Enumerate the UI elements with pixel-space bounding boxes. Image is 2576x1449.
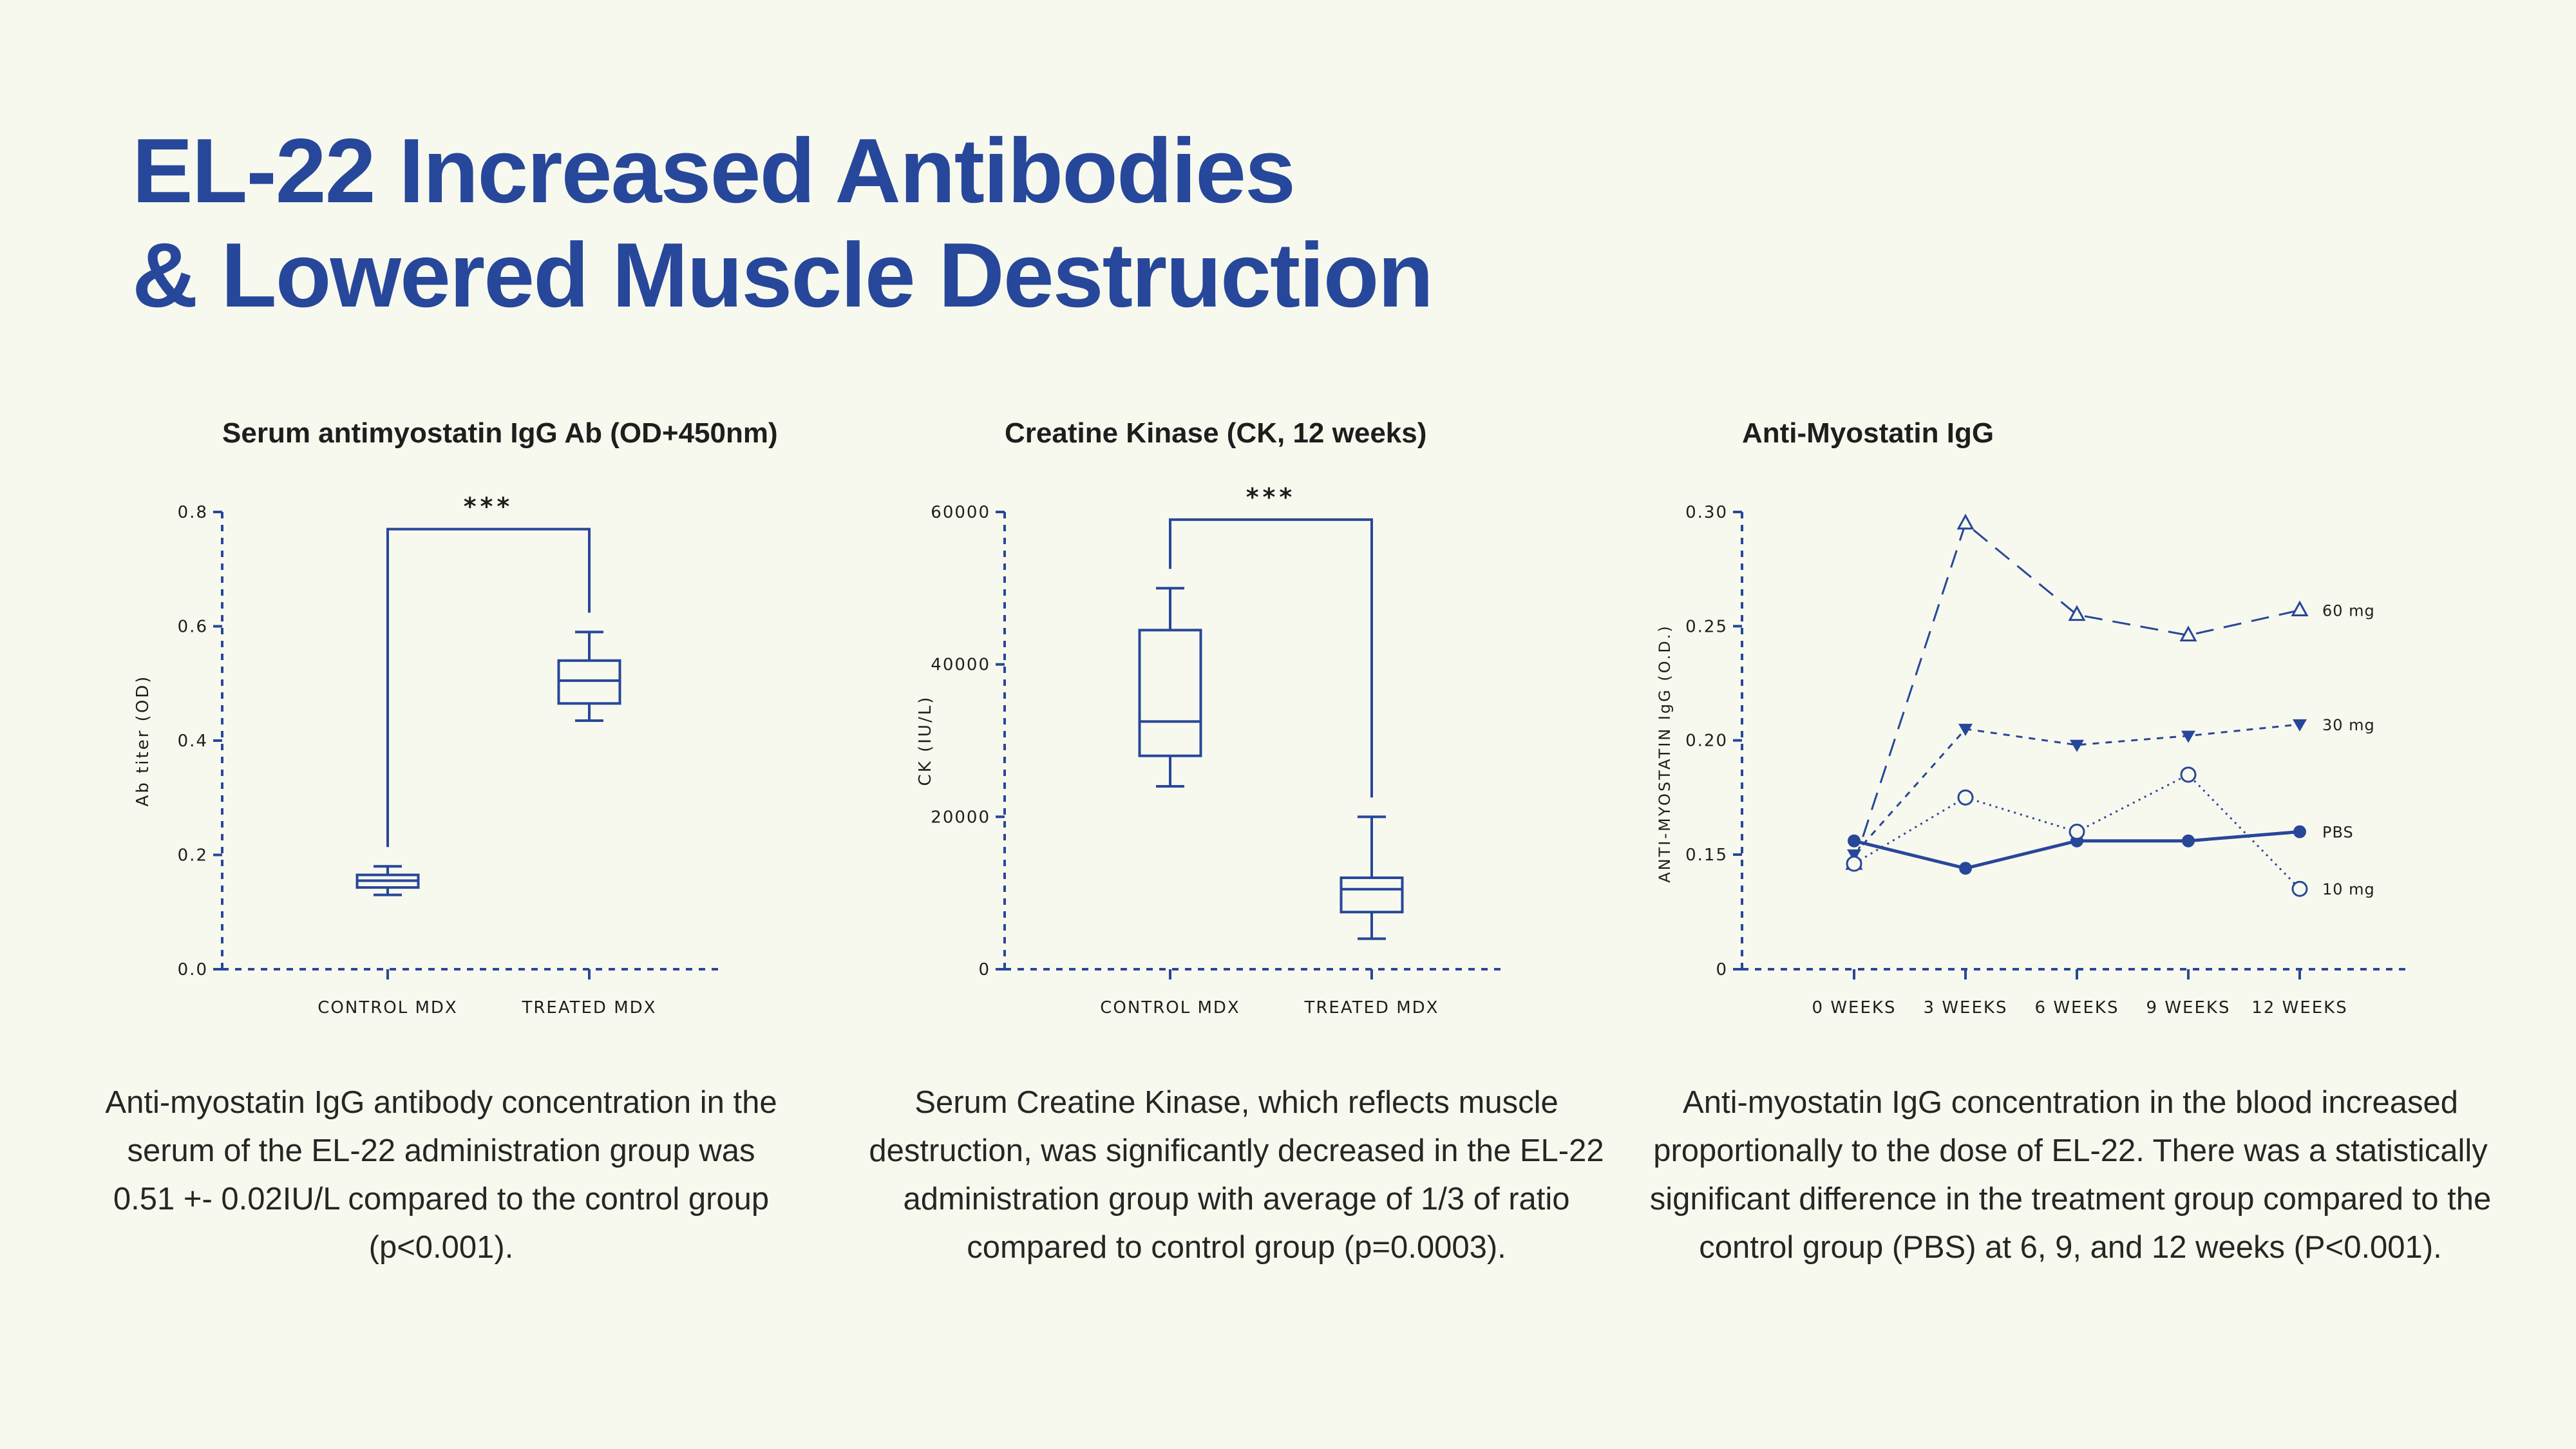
data-point [1956,513,1975,530]
caption-anti-myostatin: Anti-myostatin IgG concentration in the … [1649,1085,2492,1265]
y-tick-label: 0.25 [1685,617,1728,636]
series-10-mg: 10 mg [1846,766,2375,898]
box-iqr [557,659,621,705]
caption-serum-igg: Anti-myostatin IgG antibody concentratio… [105,1085,777,1265]
data-point [2070,739,2084,752]
y-tick-label: 0.30 [1685,503,1728,522]
y-tick-label: 0.8 [178,503,208,522]
box-plot-creatine-kinase: 0 20000 40000 60000 CK (IU/L) CONTROL MDX TREA… [916,483,1501,1018]
data-point [2293,719,2307,732]
line-chart-anti-myostatin: 0 0.15 0.20 0.25 0.30 ANTI-MYOSTATIN IgG (O.D… [1656,503,2412,1018]
y-axis-title: ANTI-MYOSTATIN IgG (O.D.) [1656,624,1674,883]
page-title: EL-22 Increased Antibodies & Lowered Mus… [132,119,1434,328]
box-treated [1340,815,1404,940]
chart-panel-anti-myostatin: Anti-Myostatin IgG 0 0.15 0.20 0.25 0.30 ANTI… [1636,406,2550,1359]
y-tick-label: 0.4 [178,732,208,751]
significance-label: *** [1246,483,1296,511]
data-point [2291,600,2309,617]
data-point [2291,880,2308,897]
x-tick-label: 12 WEEKS [2251,998,2347,1018]
data-point [1847,849,1861,862]
chart-title: Creatine Kinase (CK, 12 weeks) [1005,417,1427,449]
page-title-line-2: & Lowered Muscle Destruction [132,224,1434,327]
y-tick-label: 0 [978,960,990,980]
x-tick-label: 3 WEEKS [1924,998,2008,1018]
page-title-line-1: EL-22 Increased Antibodies [132,120,1296,222]
significance-bracket [1169,518,1373,798]
data-point [2069,824,2085,840]
data-point [2180,766,2197,783]
y-tick-label: 0.2 [178,846,208,866]
series-label: 10 mg [2322,880,2375,898]
chart-panel-creatine-kinase: Creatine Kinase (CK, 12 weeks) 0 20000 400… [869,406,1671,1359]
data-point [2293,825,2306,838]
significance-label: *** [464,493,514,521]
x-tick-label: TREATED MDX [1303,998,1439,1018]
x-tick-label: CONTROL MDX [317,998,458,1018]
box-control [1138,587,1202,788]
data-point [1958,723,1973,736]
box-iqr [1138,629,1202,757]
data-point [2179,625,2197,642]
series-label: PBS [2322,824,2354,842]
series-30-mg: 30 mg [1847,716,2375,862]
y-tick-label: 0.15 [1685,846,1728,865]
y-tick-label: 60000 [931,503,990,522]
box-treated [557,630,621,722]
y-tick-label: 0.0 [178,960,208,980]
data-point [2181,730,2195,743]
y-axis-title: Ab titer (OD) [133,675,153,807]
chart-title: Anti-Myostatin IgG [1742,417,1994,449]
x-tick-label: TREATED MDX [521,998,656,1018]
series-line [1853,723,2300,855]
x-tick-label: 0 WEEKS [1812,998,1897,1018]
data-point [2068,605,2086,621]
box-control [355,865,420,896]
y-tick-label: 40000 [931,656,990,675]
x-tick-label: 9 WEEKS [2146,998,2231,1018]
series-line [1853,522,2300,864]
y-axis-title: CK (IU/L) [916,696,935,786]
y-tick-label: 20000 [931,808,990,827]
data-point [1957,789,1974,806]
data-point [1848,834,1861,848]
data-point [1959,862,1972,875]
series-label: 60 mg [2322,602,2375,620]
y-tick-label: 0.20 [1685,732,1728,751]
y-tick-label: 0 [1716,960,1728,980]
significance-bracket [386,527,591,848]
series-label: 30 mg [2322,716,2375,734]
series-60-mg: 60 mg [1845,513,2375,870]
series-pbs: PBS [1848,824,2354,875]
box-iqr [1340,876,1404,914]
data-point [2182,834,2195,848]
y-tick-label: 0.6 [178,618,208,637]
x-tick-label: 6 WEEKS [2035,998,2119,1018]
data-point [1846,855,1862,872]
x-tick-label: CONTROL MDX [1100,998,1240,1018]
caption-creatine-kinase: Serum Creatine Kinase, which reflects mu… [869,1085,1604,1265]
chart-panel-serum-igg: Serum antimyostatin IgG Ab (OD+450nm) 0.… [90,406,889,1359]
chart-title: Serum antimyostatin IgG Ab (OD+450nm) [222,417,778,449]
box-plot-serum-igg: 0.0 0.2 0.4 0.6 0.8 Ab titer (OD) CONTROL MDX T… [133,493,718,1018]
